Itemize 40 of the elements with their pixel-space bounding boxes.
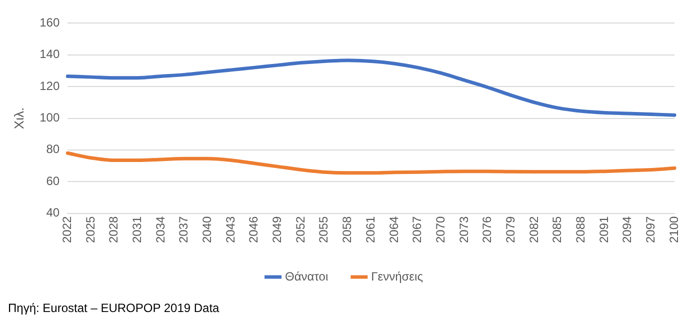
y-tick-label: 160 [40, 16, 60, 30]
y-tick-label: 100 [40, 110, 60, 125]
x-tick-label: 2079 [503, 216, 518, 244]
x-tick-label: 2097 [644, 216, 658, 244]
x-tick-label: 2046 [246, 216, 261, 244]
x-tick-label: 2025 [83, 216, 98, 244]
x-tick-label: 2064 [386, 216, 401, 244]
y-tick-label: 140 [40, 47, 60, 62]
text: Πηγή: Eurostat – EUROPOP 2019 Data [8, 301, 220, 315]
legend-label: Θάνατοι [285, 269, 328, 284]
x-tick-label: 2049 [270, 216, 284, 244]
x-tick-label: 2037 [176, 216, 191, 244]
line-series [66, 58, 676, 117]
y-axis-title: Χιλ. [11, 107, 26, 130]
y-tick-label: 80 [46, 142, 60, 156]
x-tick-label: 2091 [596, 216, 611, 244]
x-tick-label: 2052 [293, 216, 308, 244]
y-tick-label: 40 [46, 206, 60, 220]
x-tick-label: 2073 [456, 216, 471, 244]
y-tick-label: 60 [46, 174, 60, 188]
x-tick-label: 2040 [200, 216, 214, 244]
line-series [66, 151, 676, 175]
x-tick-label: 2061 [363, 216, 378, 244]
legend-label: Γεννήσεις [371, 269, 424, 284]
x-tick-label: 2085 [550, 216, 564, 244]
x-tick-label: 2022 [60, 216, 74, 244]
x-tick-label: 2082 [526, 216, 541, 244]
x-tick-label: 2058 [340, 216, 354, 244]
y-tick-label: 120 [40, 78, 60, 93]
x-tick-label: 2094 [620, 216, 634, 244]
x-tick-label: 2088 [574, 216, 588, 244]
x-tick-label: 2031 [130, 216, 144, 244]
x-tick-label: 2055 [316, 216, 331, 244]
x-tick-label: 2100 [666, 216, 681, 244]
x-tick-label: 2043 [223, 216, 238, 244]
x-tick-label: 2070 [433, 216, 448, 244]
x-tick-label: 2076 [480, 216, 494, 244]
x-tick-label: 2034 [153, 216, 168, 244]
x-tick-label: 2028 [106, 216, 121, 244]
x-tick-label: 2067 [410, 216, 424, 244]
